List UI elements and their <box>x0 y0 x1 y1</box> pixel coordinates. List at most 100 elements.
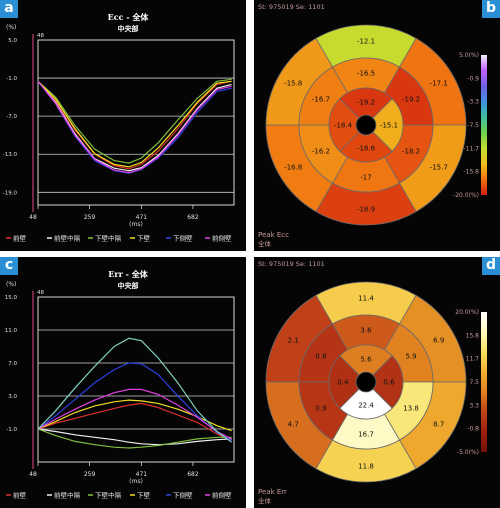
segment-value-mid-2: -19.2 <box>402 96 420 104</box>
err-bullseye-chart: St: 975019 Se: 1101 11.4 6.9 8.7 11.8 4.7 2.1 3… <box>258 260 487 505</box>
colorbar-label: 3.3 <box>469 402 479 409</box>
y-axis-label: (%) <box>6 281 16 288</box>
segment-value-apical-2: 0.6 <box>383 379 395 387</box>
segment-value-basal-4: 11.8 <box>358 463 374 471</box>
colorbar-label: 11.7 <box>466 356 480 363</box>
series-line-5 <box>37 80 232 174</box>
x-tick-label: 471 <box>136 471 148 478</box>
ecc-bullseye-chart: St: 975019 Se: 1101 -12.1 -17.1 -15.7 -18.9 -… <box>258 3 487 248</box>
time-marker-label: 48 <box>37 290 44 296</box>
center-hole <box>358 374 374 390</box>
segment-apical-2 <box>372 98 404 152</box>
segment-value-mid-6: 0.8 <box>315 353 326 361</box>
colorbar <box>481 55 487 195</box>
colorbar-label: -3.3 <box>467 99 479 106</box>
segment-value-mid-1: 3.6 <box>360 327 372 335</box>
colorbar-label: 7.5 <box>469 379 479 386</box>
chart-title: Err - 全体 <box>108 269 148 279</box>
segment-value-apical-3: 22.4 <box>358 402 374 410</box>
x-tick-label: 48 <box>29 471 37 478</box>
colorbar-label: -15.8 <box>463 169 479 176</box>
segment-value-mid-5: -16.2 <box>312 148 330 156</box>
segment-apical-2 <box>372 355 404 409</box>
segment-value-apical-1: -19.2 <box>357 99 375 107</box>
err-curve-panel: c Err - 全体 中央部 (%) (ms) 15.0 11.0 7.0 3.0 -1.0 48… <box>0 257 246 508</box>
segment-value-mid-4: -17 <box>360 174 371 182</box>
time-marker-label: 48 <box>37 33 44 39</box>
ecc-curve-panel: a Ecc - 全体 中央部 (%) (ms) 5.0 -1.0 -7.0 -13.0 -19.… <box>0 0 246 251</box>
metric-label: Peak Ecc <box>258 231 289 239</box>
legend-label: 下壁 <box>137 234 151 243</box>
region-label: 全体 <box>258 239 272 248</box>
segment-value-apical-1: 5.6 <box>360 356 372 364</box>
segment-value-basal-5: 4.7 <box>288 421 299 429</box>
segment-value-mid-6: -16.7 <box>312 96 330 104</box>
colorbar-label: 5.0(%) <box>459 52 479 59</box>
series-line-1 <box>37 80 232 172</box>
series-line-2 <box>37 428 232 449</box>
x-tick-label: 682 <box>187 214 199 221</box>
series-line-5 <box>37 388 232 440</box>
segment-apical-3 <box>339 388 393 420</box>
y-tick-label: 7.0 <box>8 361 17 367</box>
series-line-0 <box>37 402 232 442</box>
y-tick-label: 3.0 <box>8 394 17 400</box>
y-tick-label: -19.0 <box>3 190 18 196</box>
plot-frame <box>37 296 235 463</box>
panel-label-c: c <box>0 257 18 275</box>
ecc-bullseye-panel: b St: 975019 Se: 1101 -12.1 -17.1 -15.7 -18.… <box>254 0 500 251</box>
segment-value-basal-6: -15.8 <box>284 80 302 88</box>
segment-value-mid-4: 16.7 <box>358 431 374 439</box>
region-label: 全体 <box>258 496 272 505</box>
segment-apical-3 <box>339 131 393 163</box>
legend-label: 前壁 <box>13 234 27 243</box>
segment-apical-4 <box>328 98 360 152</box>
segment-value-mid-5: 0.9 <box>315 405 326 413</box>
x-tick-label: 259 <box>84 214 96 221</box>
segment-value-basal-4: -18.9 <box>357 206 375 214</box>
err-bullseye-panel: d St: 975019 Se: 1101 11.4 6.9 8.7 11.8 4.7 2.… <box>254 257 500 508</box>
x-axis-label: (ms) <box>129 221 143 228</box>
segment-value-basal-1: -12.1 <box>357 38 375 46</box>
legend-label: 前壁中隔 <box>54 491 81 500</box>
segment-value-basal-3: -15.7 <box>430 164 448 172</box>
panel-label-d: d <box>482 257 500 275</box>
legend-label: 下壁中隔 <box>95 234 122 243</box>
segment-value-basal-6: 2.1 <box>288 337 299 345</box>
legend-label: 下側壁 <box>173 234 193 243</box>
y-tick-label: -1.0 <box>6 427 17 433</box>
segment-value-apical-4: 0.4 <box>337 379 349 387</box>
colorbar-label: 15.8 <box>466 332 480 339</box>
colorbar-label: -5.0(%) <box>457 449 479 456</box>
colorbar-label: 20.0(%) <box>455 309 479 316</box>
series-line-4 <box>37 80 232 174</box>
legend-label: 前壁中隔 <box>54 234 81 243</box>
legend-label: 下側壁 <box>173 491 193 500</box>
y-tick-label: 11.0 <box>5 328 18 334</box>
segment-value-basal-3: 8.7 <box>433 421 444 429</box>
x-axis-label: (ms) <box>129 478 143 485</box>
legend-label: 下壁中隔 <box>95 491 122 500</box>
series-line-0 <box>37 80 232 170</box>
y-tick-label: 5.0 <box>8 38 17 44</box>
colorbar-label: -0.9 <box>467 75 479 82</box>
x-tick-label: 682 <box>187 471 199 478</box>
segment-value-mid-3: 13.8 <box>403 405 419 413</box>
series-line-2 <box>37 78 232 164</box>
series-line-3 <box>37 80 232 168</box>
panel-label-a: a <box>0 0 18 18</box>
panel-label-b: b <box>482 0 500 18</box>
y-tick-label: -13.0 <box>3 152 18 158</box>
colorbar-label: -7.5 <box>467 122 479 129</box>
segment-value-mid-3: -18.2 <box>402 148 420 156</box>
segment-value-mid-2: 5.9 <box>405 353 416 361</box>
series-line-6 <box>37 337 232 443</box>
segment-value-apical-3: -18.6 <box>357 145 376 153</box>
segment-value-basal-1: 11.4 <box>358 295 374 303</box>
series-line-4 <box>37 362 232 442</box>
y-axis-label: (%) <box>6 24 16 31</box>
legend-label: 前側壁 <box>212 491 232 500</box>
colorbar-label: -0.8 <box>467 426 479 433</box>
legend-label: 前側壁 <box>212 234 232 243</box>
